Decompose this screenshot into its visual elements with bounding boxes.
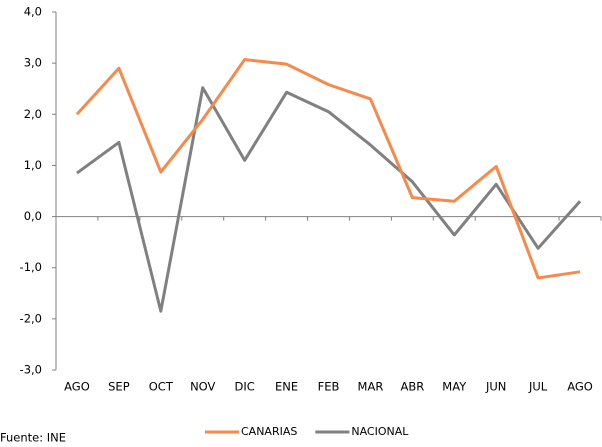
x-tick-label: NOV [190, 380, 215, 394]
y-tick-label: -2,0 [20, 311, 42, 325]
y-tick-label: 0,0 [24, 209, 42, 223]
y-tick-label: 2,0 [24, 107, 42, 121]
x-tick-label: MAY [442, 380, 467, 394]
y-tick-label: -3,0 [20, 363, 42, 377]
x-tick-label: ENE [275, 380, 298, 394]
y-tick-label: -1,0 [20, 260, 42, 274]
x-tick-label: JUL [528, 380, 548, 394]
x-tick-label: FEB [318, 380, 340, 394]
y-tick-label: 4,0 [24, 5, 42, 19]
source-note: Fuente: INE [0, 431, 66, 445]
legend-label: NACIONAL [351, 425, 409, 438]
x-tick-label: DIC [235, 380, 255, 394]
x-tick-label: OCT [149, 380, 174, 394]
x-tick-label: SEP [108, 380, 130, 394]
series-line [76, 86, 582, 313]
series-line [75, 58, 581, 280]
x-tick-label: AGO [567, 380, 593, 394]
y-tick-label: 3,0 [24, 56, 42, 70]
legend-label: CANARIAS [241, 425, 297, 438]
x-tick-label: AGO [64, 380, 90, 394]
x-tick-label: MAR [358, 380, 384, 394]
x-tick-label: JUN [485, 380, 506, 394]
x-tick-label: ABR [400, 380, 424, 394]
y-tick-label: 1,0 [24, 158, 42, 172]
